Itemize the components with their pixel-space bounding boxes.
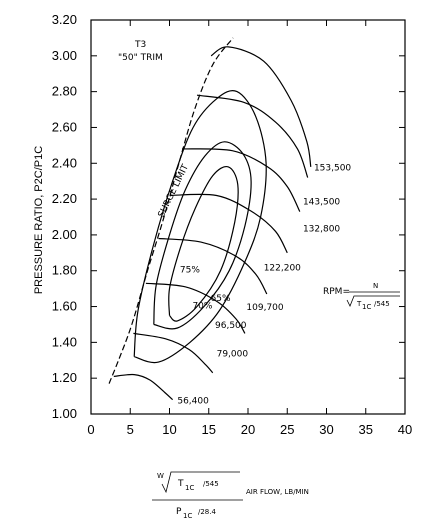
y-tick-label: 1.00 — [52, 406, 77, 421]
rpm-formula-sqrt — [346, 295, 400, 307]
speed-label: 56,400 — [177, 396, 209, 406]
chart-subtitle: "50" TRIM — [118, 53, 163, 63]
y-tick-label: 2.00 — [52, 227, 77, 242]
y-axis-label: PRESSURE RATIO, P2C/P1C — [33, 146, 45, 294]
efficiency-islands: 75% 70%65% — [133, 90, 267, 364]
efficiency-label: 75% — [180, 266, 200, 276]
x-label-sqrt-term: T — [177, 479, 184, 489]
x-label-sqrt-sub: 1C — [185, 484, 194, 492]
rpm-formula-lhs: RPM= — [323, 287, 350, 297]
x-tick-label: 15 — [202, 422, 216, 437]
x-tick-label: 20 — [241, 422, 255, 437]
efficiency-island-65pct — [133, 90, 267, 364]
speed-line-109700 — [158, 237, 268, 295]
x-label-den-sub: 1C — [183, 512, 192, 520]
x-tick-label: 40 — [398, 422, 412, 437]
x-tick-label: 25 — [280, 422, 294, 437]
rpm-formula-radicand-den: /545 — [374, 300, 390, 308]
speed-line-153500 — [210, 46, 312, 167]
x-tick-label: 30 — [319, 422, 333, 437]
x-tick-label: 35 — [359, 422, 373, 437]
x-tick-label: 10 — [162, 422, 176, 437]
speed-label: 153,500 — [314, 163, 351, 173]
y-tick-label: 3.20 — [52, 12, 77, 27]
speed-line-143500 — [196, 94, 309, 178]
y-tick-label: 2.80 — [52, 84, 77, 99]
efficiency-label: 70% — [192, 301, 212, 311]
speed-label: 132,800 — [303, 224, 340, 234]
y-tick-label: 1.80 — [52, 263, 77, 278]
y-tick-label: 2.20 — [52, 191, 77, 206]
efficiency-island-75pct — [168, 165, 239, 322]
y-tick-label: 2.40 — [52, 155, 77, 170]
x-label-sqrt-den: /545 — [203, 480, 219, 488]
speed-label: 79,000 — [217, 350, 249, 360]
speed-label: 122,200 — [264, 264, 301, 274]
rpm-formula-radicand: T — [356, 300, 362, 308]
y-axis-ticks: 1.00 1.20 1.40 1.60 1.80 2.00 2.20 2.40 2.60 2.80… — [52, 12, 405, 421]
x-label-prefix: W — [157, 472, 164, 480]
y-tick-label: 2.60 — [52, 119, 77, 134]
speed-line-122200 — [169, 193, 288, 254]
speed-line-79000 — [133, 332, 214, 374]
x-label-suffix: AIR FLOW, LB/MIN — [246, 488, 309, 496]
x-label-den: P — [176, 507, 182, 517]
speed-label: 143,500 — [303, 197, 340, 207]
y-tick-label: 1.20 — [52, 370, 77, 385]
y-tick-label: 1.40 — [52, 334, 77, 349]
y-tick-label: 1.60 — [52, 299, 77, 314]
rpm-formula: RPM= N T 1C /545 — [323, 282, 400, 311]
rpm-formula-numerator: N — [373, 282, 378, 290]
surge-limit-line — [108, 37, 234, 384]
x-tick-label: 5 — [127, 422, 134, 437]
rpm-formula-radicand-sub: 1C — [362, 303, 371, 311]
y-tick-label: 3.00 — [52, 48, 77, 63]
speed-line-96500 — [145, 282, 246, 334]
speed-label: 109,700 — [246, 303, 283, 313]
x-axis-ticks: 0 5 10 15 20 25 30 35 40 — [87, 20, 412, 437]
x-label-sqrt — [161, 471, 240, 494]
speed-line-132800 — [182, 148, 301, 212]
x-label-den-value: /28.4 — [198, 508, 216, 516]
chart-title: T3 — [134, 40, 146, 50]
speed-label: 96,500 — [215, 321, 247, 331]
surge-limit-label: SURGE LIMIT — [157, 163, 191, 220]
x-tick-label: 0 — [87, 422, 94, 437]
efficiency-label: 65% — [211, 294, 231, 304]
x-axis-label: W T 1C /545 AIR FLOW, LB/MIN P 1C /28.4 — [152, 471, 309, 520]
speed-line-56400 — [113, 373, 174, 401]
speed-lines: 56,400 79,000 96,500 109,700 122,200 132,800 1… — [113, 46, 351, 406]
